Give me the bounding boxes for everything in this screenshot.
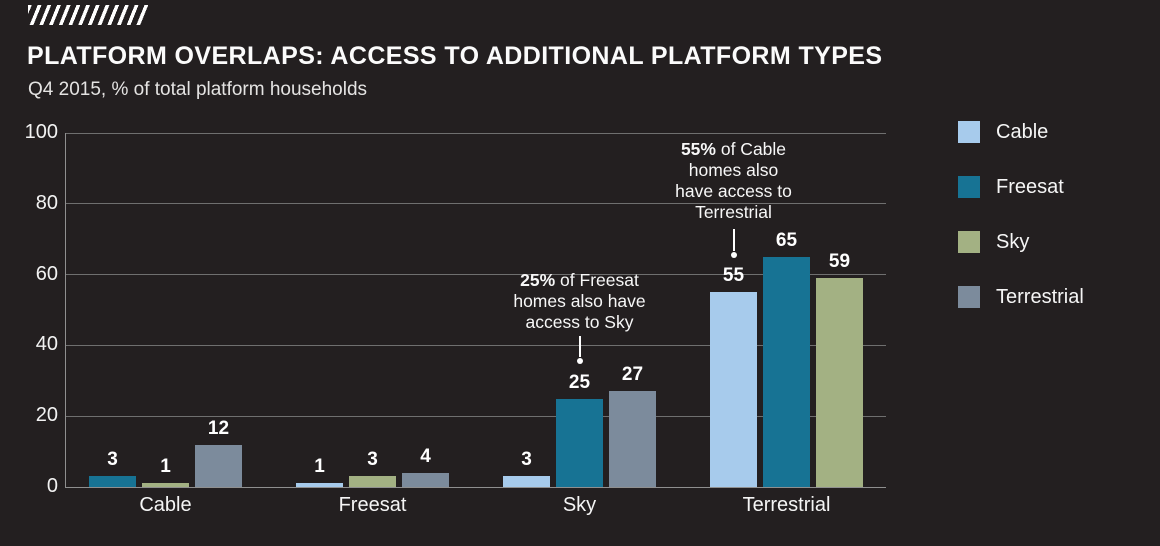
bar-value-terrestrial-freesat: 65 [775,229,798,251]
bar-terrestrial-cable [710,292,757,487]
y-tick-label-0: 0 [46,475,58,497]
annotation-text-2: 25% of Freesat homes also have access to S… [513,270,646,332]
bar-value-terrestrial-sky: 59 [828,251,851,273]
bar-value-freesat-cable: 1 [314,456,325,478]
chart-title: PLATFORM OVERLAPS: ACCESS TO ADDITIONAL … [27,42,883,70]
bar-sky-terrestrial [609,391,656,487]
gridline-60 [65,274,886,276]
legend-label-cable: Cable [996,121,1049,143]
bar-terrestrial-freesat [763,256,810,487]
y-tick-label-20: 20 [35,404,58,427]
gridline-20 [65,415,886,417]
chart-subtitle: Q4 2015, % of total platform households [28,79,368,100]
gridline-0 [65,486,886,488]
bar-value-sky-terrestrial: 27 [621,364,644,386]
x-axis-label-cable: Cable [139,494,192,516]
bar-cable-sky [142,483,189,487]
bar-value-terrestrial-cable: 55 [722,265,745,287]
bar-cable-freesat [89,476,136,487]
bar-sky-cable [503,476,550,487]
y-tick-label-40: 40 [35,333,58,356]
annotation-pointer-line-1 [732,229,735,251]
gridline-80 [65,203,886,205]
x-axis-label-freesat: Freesat [338,494,407,516]
bar-cable-terrestrial [195,444,242,487]
legend-label-sky: Sky [996,231,1030,253]
legend-swatch-terrestrial [958,286,980,308]
legend-label-terrestrial: Terrestrial [996,286,1084,308]
bar-value-sky-freesat: 25 [568,371,591,393]
gridline-100 [65,132,886,134]
legend-swatch-cable [958,121,980,143]
bar-value-cable-freesat: 3 [107,449,118,471]
y-axis-line [65,133,66,487]
annotation-pointer-dot-2 [576,358,583,364]
x-axis-label-terrestrial: Terrestrial [742,494,831,516]
bar-terrestrial-sky [816,278,863,487]
legend-swatch-sky [958,231,980,253]
legend-label-freesat: Freesat [996,176,1064,198]
gridline-40 [65,344,886,346]
bar-value-freesat-terrestrial: 4 [420,445,431,467]
bar-sky-freesat [556,398,603,487]
bar-value-cable-sky: 1 [160,456,171,478]
bar-freesat-sky [349,476,396,487]
hatch-decoration [28,5,154,25]
annotation-text-1: 55% of Cable homes also have access to Terr… [675,139,792,222]
bar-value-sky-cable: 3 [521,449,532,471]
bar-freesat-cable [296,483,343,487]
y-tick-label-100: 100 [24,121,58,143]
bar-value-freesat-sky: 3 [367,449,378,471]
y-tick-label-80: 80 [35,191,58,214]
y-tick-label-60: 60 [35,262,58,285]
bar-value-cable-terrestrial: 12 [207,417,230,439]
annotation-pointer-line-2 [578,336,581,357]
x-axis-label-sky: Sky [562,494,597,516]
bar-freesat-terrestrial [402,472,449,487]
legend-swatch-freesat [958,176,980,198]
annotation-pointer-dot-1 [730,252,737,258]
